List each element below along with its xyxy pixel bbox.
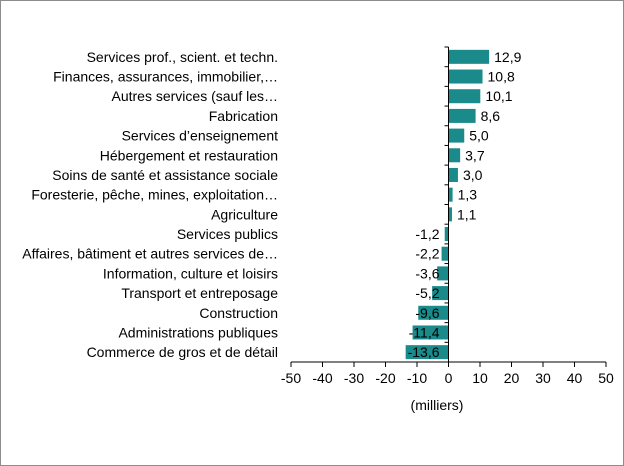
x-tick-label: -10 — [407, 370, 427, 386]
category-label: Agriculture — [211, 206, 278, 222]
x-tick-label: -50 — [281, 370, 301, 386]
value-label: -13,6 — [408, 344, 440, 360]
category-label: Foresterie, pêche, mines, exploitation… — [31, 187, 278, 203]
bar — [448, 148, 461, 163]
value-label: -11,4 — [409, 324, 440, 340]
category-label: Information, culture et loisirs — [103, 265, 278, 281]
category-label: Transport et entreposage — [121, 285, 278, 301]
bar — [448, 167, 458, 182]
category-label: Affaires, bâtiment et autres services de… — [22, 246, 278, 262]
bar — [448, 108, 476, 123]
category-label: Autres services (sauf les… — [112, 88, 279, 104]
x-tick-label: -40 — [312, 370, 332, 386]
value-label: 3,7 — [465, 147, 485, 163]
x-tick-label: 50 — [598, 370, 614, 386]
bar — [448, 49, 490, 64]
bar — [448, 207, 452, 222]
value-label: -2,2 — [415, 246, 439, 262]
bar — [448, 69, 483, 84]
value-label: -1,2 — [415, 226, 439, 242]
x-tick-label: -30 — [344, 370, 364, 386]
bar — [448, 89, 481, 104]
value-label: -9,6 — [415, 305, 439, 321]
x-axis: -50 -40 -30 -20 -10 0 10 20 30 40 50 — [281, 46, 614, 386]
bar — [432, 286, 449, 301]
value-label: 5,0 — [469, 128, 489, 144]
category-label: Services prof., scient. et techn. — [87, 49, 278, 65]
category-label: Services d’enseignement — [122, 128, 279, 144]
value-label: 12,9 — [494, 49, 521, 65]
bar — [448, 187, 453, 202]
bar — [412, 325, 449, 340]
value-label: -5,2 — [415, 285, 439, 301]
value-label: 10,1 — [485, 88, 512, 104]
category-label: Administrations publiques — [118, 324, 278, 340]
value-labels: 12,9 10,8 10,1 8,6 5,0 3,7 3,0 1,3 1,1 -1,2 -2,2 -3… — [408, 49, 522, 360]
category-label: Commerce de gros et de détail — [87, 344, 278, 360]
value-label: 3,0 — [463, 167, 483, 183]
bar — [448, 128, 465, 143]
category-label: Hébergement et restauration — [100, 147, 278, 163]
category-label: Services publics — [177, 226, 278, 242]
x-tick-label: -20 — [375, 370, 395, 386]
bar — [441, 246, 449, 261]
value-label: 1,3 — [458, 187, 478, 203]
bar — [418, 305, 449, 320]
value-label: 1,1 — [457, 206, 477, 222]
bar — [437, 266, 449, 281]
x-axis-title: (milliers) — [411, 397, 464, 413]
x-tick-label: 40 — [567, 370, 583, 386]
category-label: Construction — [199, 305, 278, 321]
x-tick-label: 20 — [504, 370, 520, 386]
bars-group — [405, 49, 490, 360]
category-label: Finances, assurances, immobilier,… — [53, 69, 278, 85]
bar — [405, 345, 449, 360]
value-label: 10,8 — [488, 69, 515, 85]
value-label: 8,6 — [481, 108, 501, 124]
category-label: Fabrication — [209, 108, 278, 124]
x-tick-label: 0 — [445, 370, 453, 386]
category-label: Soins de santé et assistance sociale — [52, 167, 278, 183]
category-labels: Services prof., scient. et techn. Finance… — [22, 49, 278, 360]
x-tick-label: 30 — [535, 370, 551, 386]
x-tick-label: 10 — [472, 370, 488, 386]
value-label: -3,6 — [415, 265, 439, 281]
bar — [444, 227, 449, 242]
